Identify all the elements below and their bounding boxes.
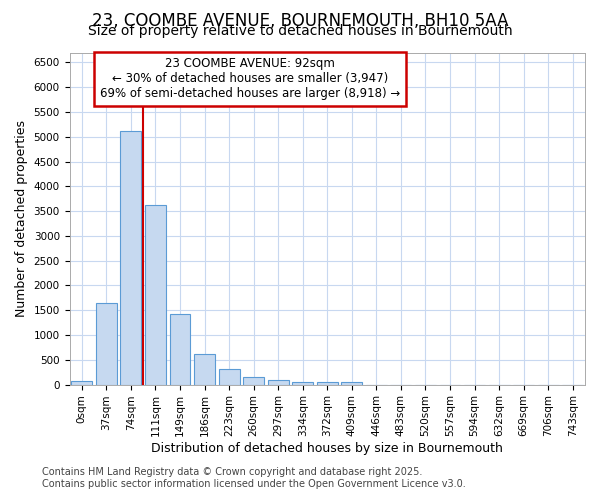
Bar bbox=[292, 382, 313, 384]
Y-axis label: Number of detached properties: Number of detached properties bbox=[15, 120, 28, 317]
Text: Size of property relative to detached houses in Bournemouth: Size of property relative to detached ho… bbox=[88, 24, 512, 38]
Bar bbox=[145, 204, 166, 384]
Bar bbox=[194, 354, 215, 384]
Bar bbox=[243, 376, 264, 384]
Bar bbox=[317, 382, 338, 384]
Text: Contains HM Land Registry data © Crown copyright and database right 2025.
Contai: Contains HM Land Registry data © Crown c… bbox=[42, 468, 466, 489]
Bar bbox=[96, 303, 117, 384]
X-axis label: Distribution of detached houses by size in Bournemouth: Distribution of detached houses by size … bbox=[151, 442, 503, 455]
Bar bbox=[121, 131, 142, 384]
Bar bbox=[71, 381, 92, 384]
Bar bbox=[218, 368, 239, 384]
Bar bbox=[341, 382, 362, 384]
Text: 23 COOMBE AVENUE: 92sqm
← 30% of detached houses are smaller (3,947)
69% of semi: 23 COOMBE AVENUE: 92sqm ← 30% of detache… bbox=[100, 58, 400, 100]
Bar bbox=[268, 380, 289, 384]
Bar bbox=[170, 314, 190, 384]
Text: 23, COOMBE AVENUE, BOURNEMOUTH, BH10 5AA: 23, COOMBE AVENUE, BOURNEMOUTH, BH10 5AA bbox=[92, 12, 508, 30]
